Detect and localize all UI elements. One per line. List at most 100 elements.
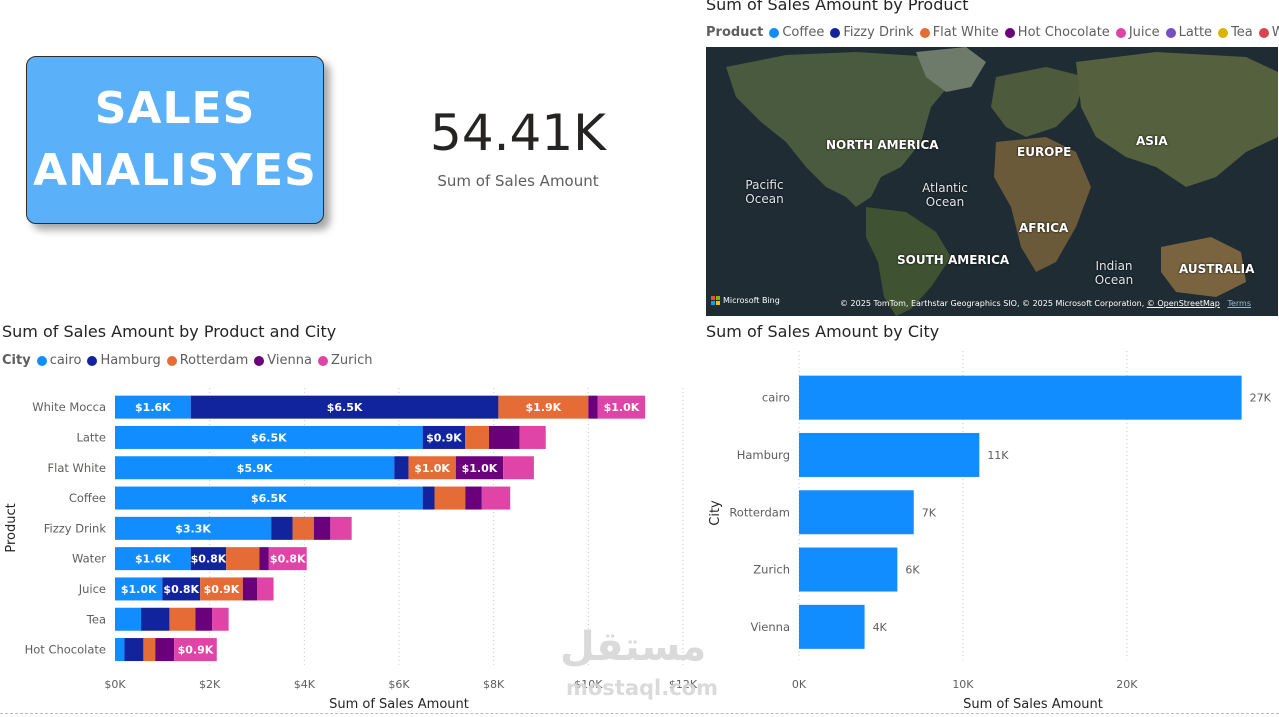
bar-segment-cairo[interactable]: [115, 577, 163, 601]
legend-dot-icon: [166, 355, 177, 366]
bing-logo-text: Microsoft Bing: [723, 296, 780, 305]
legend-dot-icon: [919, 27, 930, 38]
legend-dot-icon: [254, 355, 265, 366]
map-legend-item[interactable]: Fizzy Drink: [830, 25, 914, 40]
bar-segment-hamburg[interactable]: [190, 547, 227, 571]
bar-segment-zurich[interactable]: [268, 547, 307, 571]
bar-segment-zurich[interactable]: [503, 456, 534, 480]
city-bar[interactable]: [799, 604, 865, 649]
openstreetmap-link[interactable]: © OpenStreetMap: [1146, 299, 1220, 308]
world-map[interactable]: NORTH AMERICA EUROPE ASIA AFRICA SOUTH A…: [706, 47, 1278, 316]
bar-segment-hamburg[interactable]: [141, 607, 170, 631]
city-bar[interactable]: [799, 490, 914, 535]
map-legend-label: Latte: [1178, 25, 1213, 40]
bar-segment-vienna[interactable]: [313, 516, 331, 540]
bar-segment-vienna[interactable]: [488, 425, 520, 449]
stacked-legend-item[interactable]: Rotterdam: [166, 353, 249, 368]
map-legend-title: Product: [706, 25, 764, 40]
stacked-legend-item[interactable]: Vienna: [254, 353, 312, 368]
terms-link[interactable]: Terms: [1227, 299, 1251, 308]
map-label-europe: EUROPE: [1017, 145, 1072, 159]
bar-segment-hamburg[interactable]: [124, 638, 144, 662]
bar-segment-hamburg[interactable]: [394, 456, 409, 480]
bar-segment-cairo[interactable]: [115, 638, 125, 662]
city-bar[interactable]: [799, 375, 1242, 420]
bar-segment-rotterdam[interactable]: [226, 547, 260, 571]
x-tick-label: 10K: [952, 678, 974, 691]
bar-segment-hamburg[interactable]: [271, 516, 293, 540]
legend-dot-icon: [769, 27, 780, 38]
bar-segment-zurich[interactable]: [597, 395, 646, 419]
bar-segment-rotterdam[interactable]: [498, 395, 589, 419]
bar-segment-hamburg[interactable]: [422, 486, 435, 510]
bar-segment-zurich[interactable]: [174, 638, 217, 662]
bar-segment-hamburg[interactable]: [162, 577, 201, 601]
bar-segment-zurich[interactable]: [519, 425, 546, 449]
map-label-south-america: SOUTH AMERICA: [897, 253, 1010, 267]
stacked-legend-item[interactable]: cairo: [36, 353, 81, 368]
data-label: $1.9K: [526, 401, 562, 414]
bar-segment-rotterdam[interactable]: [465, 425, 489, 449]
bar-segment-rotterdam[interactable]: [200, 577, 243, 601]
report-title-line1: SALES: [94, 83, 256, 134]
bar-segment-zurich[interactable]: [257, 577, 274, 601]
map-legend-item[interactable]: Juice: [1115, 25, 1160, 40]
stacked-chart-legend: City cairo Hamburg Rotterdam Vienna Zurich: [2, 353, 378, 368]
bar-segment-vienna[interactable]: [588, 395, 598, 419]
map-legend-item[interactable]: Water: [1258, 25, 1279, 40]
city-bar[interactable]: [799, 432, 980, 477]
city-bar-chart[interactable]: 0K 10K 20K Sum of Sales Amount City cairo 27K H…: [700, 345, 1279, 714]
x-axis-title: Sum of Sales Amount: [329, 697, 469, 712]
map-legend-item[interactable]: Hot Chocolate: [1004, 25, 1110, 40]
data-label: $0.9K: [178, 644, 214, 657]
bar-segment-vienna[interactable]: [259, 547, 269, 571]
legend-dot-icon: [87, 355, 98, 366]
legend-dot-icon: [1004, 27, 1015, 38]
city-bar[interactable]: [799, 547, 898, 592]
map-legend-item[interactable]: Latte: [1165, 25, 1213, 40]
stacked-legend-label: Hamburg: [100, 353, 161, 368]
map-legend-label: Tea: [1231, 25, 1253, 40]
x-tick-label: $10K: [574, 678, 603, 691]
category-label: Tea: [86, 612, 106, 626]
map-label-asia: ASIA: [1136, 134, 1168, 148]
bar-segment-cairo[interactable]: [115, 486, 423, 510]
map-legend-item[interactable]: Flat White: [919, 25, 999, 40]
stacked-legend-label: Rotterdam: [179, 353, 249, 368]
bar-segment-zurich[interactable]: [212, 607, 229, 631]
report-title-card: SALES ANALISYES: [26, 56, 324, 224]
bar-segment-cairo[interactable]: [115, 516, 272, 540]
bar-segment-rotterdam[interactable]: [292, 516, 314, 540]
map-legend-item[interactable]: Coffee: [769, 25, 824, 40]
map-legend-item[interactable]: Tea: [1218, 25, 1253, 40]
category-label: Fizzy Drink: [44, 521, 107, 535]
stacked-bar-chart[interactable]: $0K $2K $4K $6K $8K $10K $12K Sum of Sales Amou…: [0, 380, 700, 714]
bar-segment-rotterdam[interactable]: [143, 638, 156, 662]
bar-segment-cairo[interactable]: [115, 395, 191, 419]
bar-segment-cairo[interactable]: [115, 607, 142, 631]
data-label: 7K: [922, 506, 937, 519]
bar-segment-rotterdam[interactable]: [408, 456, 456, 480]
bar-segment-vienna[interactable]: [242, 577, 257, 601]
stacked-legend-item[interactable]: Zurich: [317, 353, 372, 368]
bar-segment-hamburg[interactable]: [190, 395, 499, 419]
bar-segment-vienna[interactable]: [195, 607, 213, 631]
bar-segment-vienna[interactable]: [465, 486, 482, 510]
bar-segment-vienna[interactable]: [455, 456, 504, 480]
category-label: cairo: [762, 391, 790, 405]
bar-segment-rotterdam[interactable]: [434, 486, 466, 510]
bar-segment-vienna[interactable]: [155, 638, 175, 662]
bar-segment-hamburg[interactable]: [422, 425, 466, 449]
data-label: 11K: [987, 449, 1009, 462]
map-legend-label: Coffee: [782, 25, 825, 40]
bar-segment-rotterdam[interactable]: [169, 607, 196, 631]
bar-segment-zurich[interactable]: [481, 486, 511, 510]
bar-segment-cairo[interactable]: [115, 547, 191, 571]
stacked-legend-item[interactable]: Hamburg: [87, 353, 161, 368]
y-axis-title: City: [708, 500, 723, 526]
bar-segment-cairo[interactable]: [115, 425, 423, 449]
bar-segment-cairo[interactable]: [115, 456, 395, 480]
category-label: Juice: [78, 582, 106, 596]
map-copyright-text: © 2025 TomTom, Earthstar Geographics SIO…: [840, 299, 1145, 308]
bar-segment-zurich[interactable]: [330, 516, 352, 540]
